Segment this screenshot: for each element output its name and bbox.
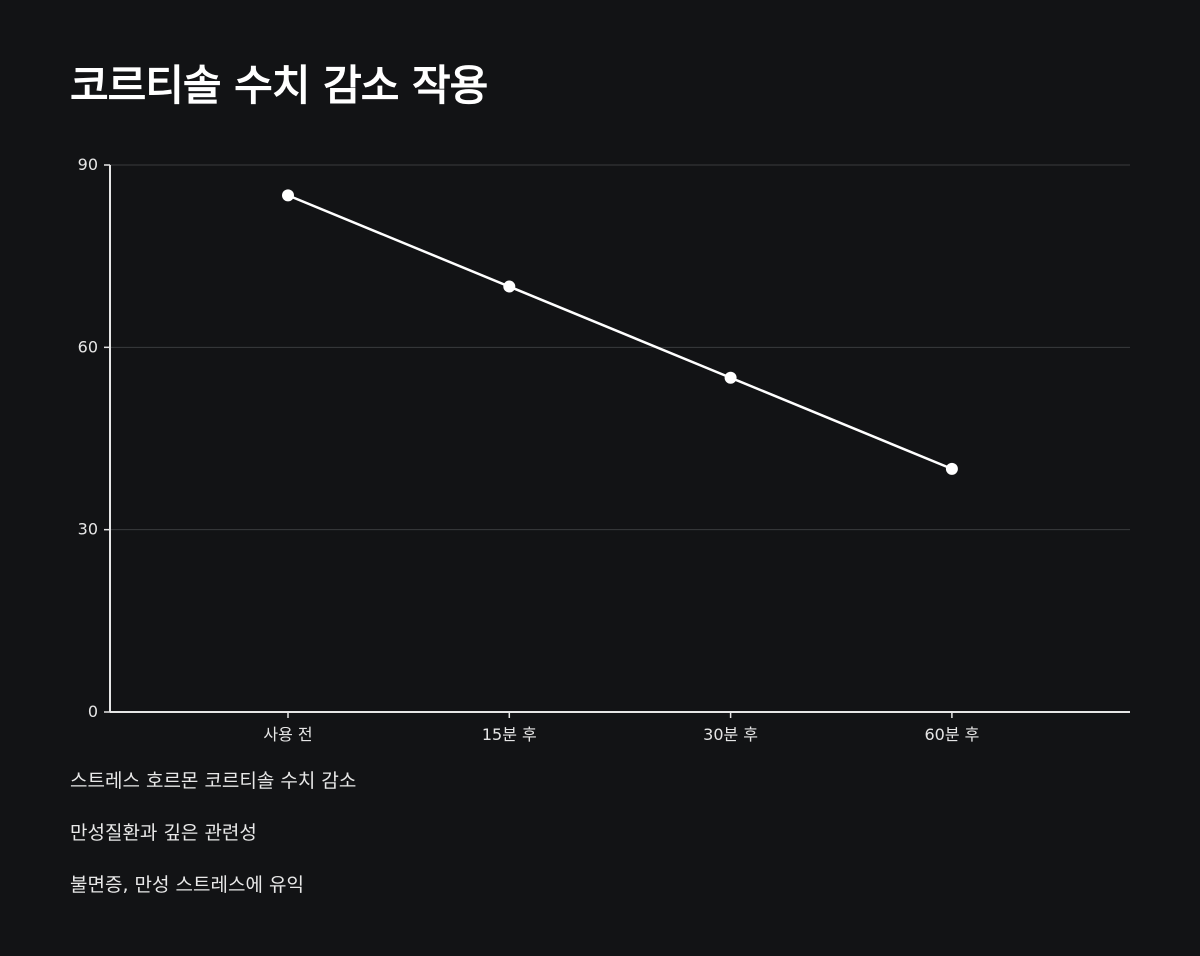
data-point [503,280,516,293]
data-point [945,462,958,475]
x-tick-label: 15분 후 [482,725,537,744]
notes-list: 스트레스 호르몬 코르티솔 수치 감소 만성질환과 깊은 관련성 불면증, 만성… [70,768,356,924]
x-tick-label: 30분 후 [703,725,758,744]
y-tick-label: 0 [88,702,98,721]
y-tick-label: 60 [78,337,98,356]
data-point [724,371,737,384]
note-item: 불면증, 만성 스트레스에 유익 [70,874,304,896]
data-point [282,189,294,202]
note-item: 만성질환과 깊은 관련성 [70,822,257,844]
x-tick-label: 사용 전 [263,725,312,744]
series-line [287,194,953,471]
x-tick-label: 60분 후 [924,725,979,744]
y-tick-label: 30 [78,520,98,539]
line-chart: 0 30 60 90 사용 전 15분 후 30분 후 60분 후 [78,155,1130,744]
y-tick-label: 90 [78,155,98,174]
chart-title: 코르티솔 수치 감소 작용 [70,61,488,110]
note-item: 스트레스 호르몬 코르티솔 수치 감소 [70,770,357,792]
